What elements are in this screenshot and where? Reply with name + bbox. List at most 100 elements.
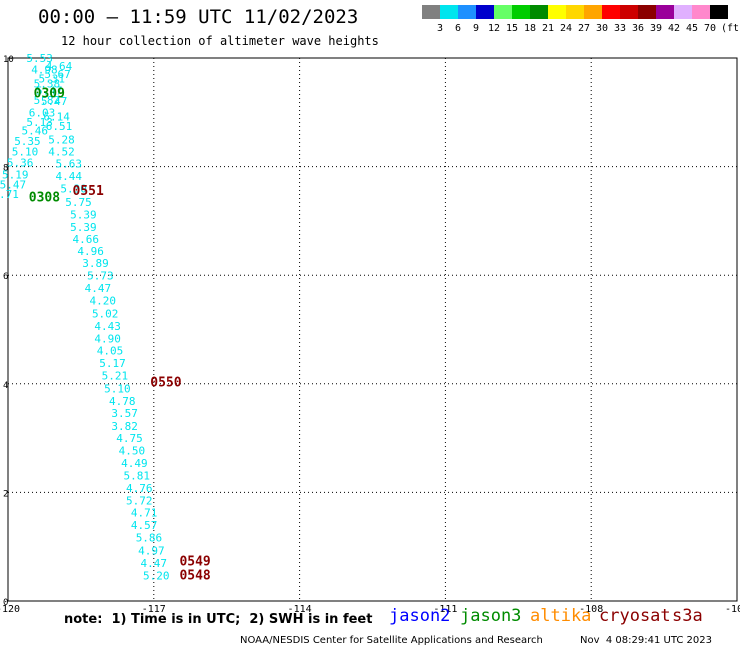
x-tick-label: -120 [0, 604, 20, 615]
color-scale-label: 36 [631, 23, 645, 34]
wave-height-label: 5.47 [0, 178, 26, 191]
color-scale-swatch [656, 5, 674, 19]
x-tick-label: -111 [433, 604, 457, 615]
x-tick-label: -108 [579, 604, 603, 615]
color-scale-label: 39 [649, 23, 663, 34]
wave-height-label: 5.35 [14, 135, 41, 148]
color-scale-label: 45 [685, 23, 699, 34]
wave-height-label: 5.21 [102, 369, 129, 382]
x-tick-label: -114 [288, 604, 312, 615]
color-scale-swatch [512, 5, 530, 19]
wave-height-label: 5.82 [34, 94, 61, 107]
color-scale-label: 33 [613, 23, 627, 34]
pass-time-label: 0549 [179, 555, 210, 570]
wave-height-label: 3.82 [111, 420, 138, 433]
wave-height-label: 5.53 [26, 52, 53, 65]
generated-timestamp: Nov 4 08:29:41 UTC 2023 [580, 635, 712, 646]
color-scale-swatch [710, 5, 728, 19]
credit-text: NOAA/NESDIS Center for Satellite Applica… [240, 635, 543, 646]
wave-height-label: 4.57 [131, 519, 158, 532]
color-scale-label: 30 [595, 23, 609, 34]
y-tick-label: 10 [3, 55, 14, 65]
wave-height-label: 5.20 [143, 569, 170, 582]
pass-time-label: 0309 [34, 87, 65, 102]
legend-jason2: jason2 [389, 606, 451, 626]
wave-height-label: 5.81 [124, 469, 151, 482]
wave-height-label: 5.30 [60, 183, 87, 196]
y-tick-label: 8 [3, 164, 8, 174]
wave-height-label: 5.19 [2, 169, 29, 182]
pass-time-label: 0548 [179, 568, 210, 583]
wave-height-label: 5.10 [12, 146, 39, 159]
wave-height-label: 5.13 [26, 116, 53, 129]
wave-height-label: 4.47 [85, 282, 112, 295]
color-scale-swatch [674, 5, 692, 19]
footer-note: note: 1) Time is in UTC; 2) SWH is in fe… [64, 612, 373, 627]
wave-height-label: 4.97 [138, 544, 165, 557]
color-scale-swatch [422, 5, 440, 19]
wave-height-label: 5.46 [21, 125, 48, 138]
color-scale-swatch [494, 5, 512, 19]
color-scale-swatch [584, 5, 602, 19]
color-scale-label: 42 [667, 23, 681, 34]
wave-height-label: 4.71 [131, 506, 158, 519]
x-tick-label: -117 [142, 604, 166, 615]
wave-height-label: 5.28 [48, 133, 75, 146]
color-scale-swatch [530, 5, 548, 19]
color-scale-label: 6 [454, 23, 462, 34]
wave-height-label: 6.14 [43, 110, 70, 123]
pass-time-label: 0308 [29, 190, 60, 205]
color-scale-label: 3 [436, 23, 444, 34]
wave-height-label: 4.75 [116, 432, 143, 445]
color-scale-label: 70 [703, 23, 717, 34]
wave-height-label: 4.90 [94, 333, 121, 346]
color-scale-label: 15 [505, 23, 519, 34]
color-scale-label: 27 [577, 23, 591, 34]
color-scale-swatch [566, 5, 584, 19]
wave-height-label: 3.89 [82, 257, 109, 270]
color-scale-swatch [602, 5, 620, 19]
wave-height-label: 4.44 [56, 170, 83, 183]
wave-height-label: 4.98 [31, 64, 58, 77]
wave-height-label: 4.76 [126, 482, 153, 495]
wave-height-label: 5.72 [126, 494, 153, 507]
wave-height-label: 4.43 [94, 320, 121, 333]
wave-height-label: 5.63 [56, 158, 83, 171]
color-scale-swatch [638, 5, 656, 19]
chart-subtitle: 12 hour collection of altimeter wave hei… [61, 34, 379, 48]
wave-height-label: 6.51 [46, 120, 73, 133]
wave-height-label: 5.39 [70, 209, 97, 222]
wave-height-label: 4.05 [97, 344, 124, 357]
wave-height-label: 5.47 [36, 84, 63, 97]
wave-height-label: 5.39 [70, 221, 97, 234]
wave-height-label: 5.02 [92, 308, 119, 321]
legend-jason3: jason3 [460, 606, 522, 626]
legend-cryosat: cryosat [599, 606, 671, 626]
y-tick-label: 0 [3, 598, 8, 608]
wave-height-label: 4.66 [73, 233, 100, 246]
wave-height-label: 6.03 [29, 107, 56, 120]
color-scale-label: 24 [559, 23, 573, 34]
wave-height-label: 5.86 [136, 531, 163, 544]
pass-time-label: 0550 [150, 376, 181, 391]
wave-height-label: 4.50 [119, 444, 146, 457]
wave-height-label: 5.73 [87, 270, 114, 283]
color-scale-label: 18 [523, 23, 537, 34]
wave-height-label: 4.20 [90, 295, 117, 308]
wave-height-label: 4.71 [0, 188, 19, 201]
color-scale-swatch [476, 5, 494, 19]
color-scale-swatch [620, 5, 638, 19]
wave-height-label: 4.78 [109, 395, 136, 408]
wave-height-label: 5.38 [34, 77, 61, 90]
color-scale-swatch [548, 5, 566, 19]
color-scale-label: 9 [472, 23, 480, 34]
wave-height-label: 5.17 [99, 357, 126, 370]
color-scale-swatch [692, 5, 710, 19]
wave-height-label: 5.36 [7, 157, 34, 170]
wave-height-label: 4.49 [121, 457, 148, 470]
legend-altika: altika [530, 606, 592, 626]
wave-height-label: 5.47 [41, 95, 68, 108]
chart-title: 00:00 — 11:59 UTC 11/02/2023 [38, 6, 359, 28]
x-tick-label: -105 [725, 604, 740, 615]
